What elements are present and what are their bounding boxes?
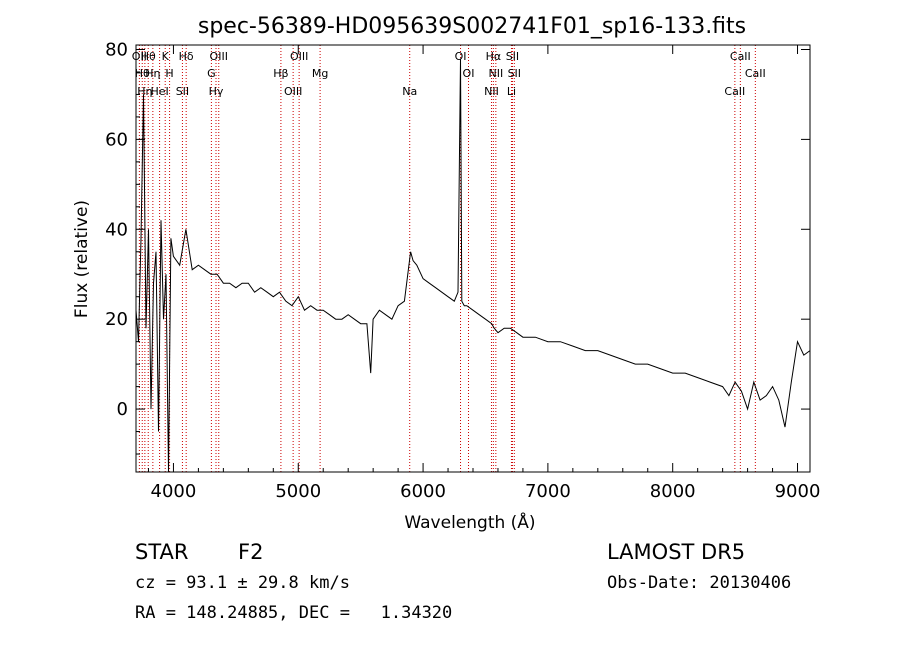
survey-name: LAMOST DR5 (607, 540, 746, 564)
marker-label-14: OIII (284, 85, 302, 98)
marker-label-3: Hθ (141, 50, 156, 63)
y-tick-label-1: 20 (105, 309, 128, 330)
line-marker-labels: OIIHθHηHθHηHeIKHSIIHδGHγOIIIHβOIIIOIIIMg… (132, 50, 766, 98)
x-tick-label-2: 6000 (400, 481, 446, 502)
y-axis-label: Flux (relative) (72, 200, 92, 318)
marker-label-28: CaII (745, 67, 766, 80)
x-tick-label-3: 7000 (525, 481, 571, 502)
redshift-velocity: cz = 93.1 ± 29.8 km/s (135, 573, 350, 593)
x-tick-label-5: 9000 (775, 481, 821, 502)
x-axis: 4000 5000 6000 7000 8000 9000 (147, 45, 821, 502)
marker-label-6: K (162, 50, 170, 63)
marker-label-10: G (207, 67, 216, 80)
y-tick-label-2: 40 (105, 219, 128, 240)
marker-label-9: Hδ (179, 50, 194, 63)
marker-label-4: Hη (145, 67, 160, 80)
x-tick-label-4: 8000 (650, 481, 696, 502)
marker-label-12: OIII (210, 50, 228, 63)
marker-label-5: HeI (150, 85, 168, 98)
observation-date: Obs-Date: 20130406 (607, 573, 792, 593)
x-tick-label-0: 4000 (151, 481, 197, 502)
marker-label-11: Hγ (209, 85, 224, 98)
marker-label-20: NII (484, 85, 499, 98)
marker-label-18: OI (455, 50, 467, 63)
marker-label-19: OI (463, 67, 475, 80)
marker-label-25: SII (508, 67, 521, 80)
marker-label-21: Hα (486, 50, 502, 63)
marker-label-13: Hβ (273, 67, 288, 80)
object-class: STAR (135, 540, 189, 564)
y-tick-label-3: 60 (105, 129, 128, 150)
object-subclass: F2 (238, 540, 264, 564)
marker-label-22: NII (488, 67, 503, 80)
x-axis-label: Wavelength (Å) (404, 511, 535, 533)
marker-label-15: OIII (290, 50, 308, 63)
marker-label-27: CaII (730, 50, 751, 63)
marker-label-2: Hη (137, 85, 152, 98)
marker-label-16: Mg (312, 67, 328, 80)
marker-label-1: Hθ (135, 67, 150, 80)
marker-label-8: SII (176, 85, 189, 98)
marker-label-24: SII (506, 50, 519, 63)
line-markers (138, 45, 756, 472)
marker-label-7: H (165, 67, 173, 80)
sky-coordinates: RA = 148.24885, DEC = 1.34320 (135, 603, 453, 623)
y-tick-label-0: 0 (117, 399, 128, 420)
y-axis: 0 20 40 60 80 (105, 39, 810, 455)
spectrum-line-0 (135, 58, 811, 473)
y-tick-label-4: 80 (105, 39, 128, 60)
chart-title: spec-56389-HD095639S002741F01_sp16-133.f… (198, 14, 746, 39)
marker-label-23: Li (507, 85, 516, 98)
marker-label-26: CaII (724, 85, 745, 98)
marker-label-17: Na (402, 85, 417, 98)
x-tick-label-1: 5000 (275, 481, 321, 502)
plot-frame (135, 44, 811, 473)
spectrum-series (135, 58, 811, 473)
